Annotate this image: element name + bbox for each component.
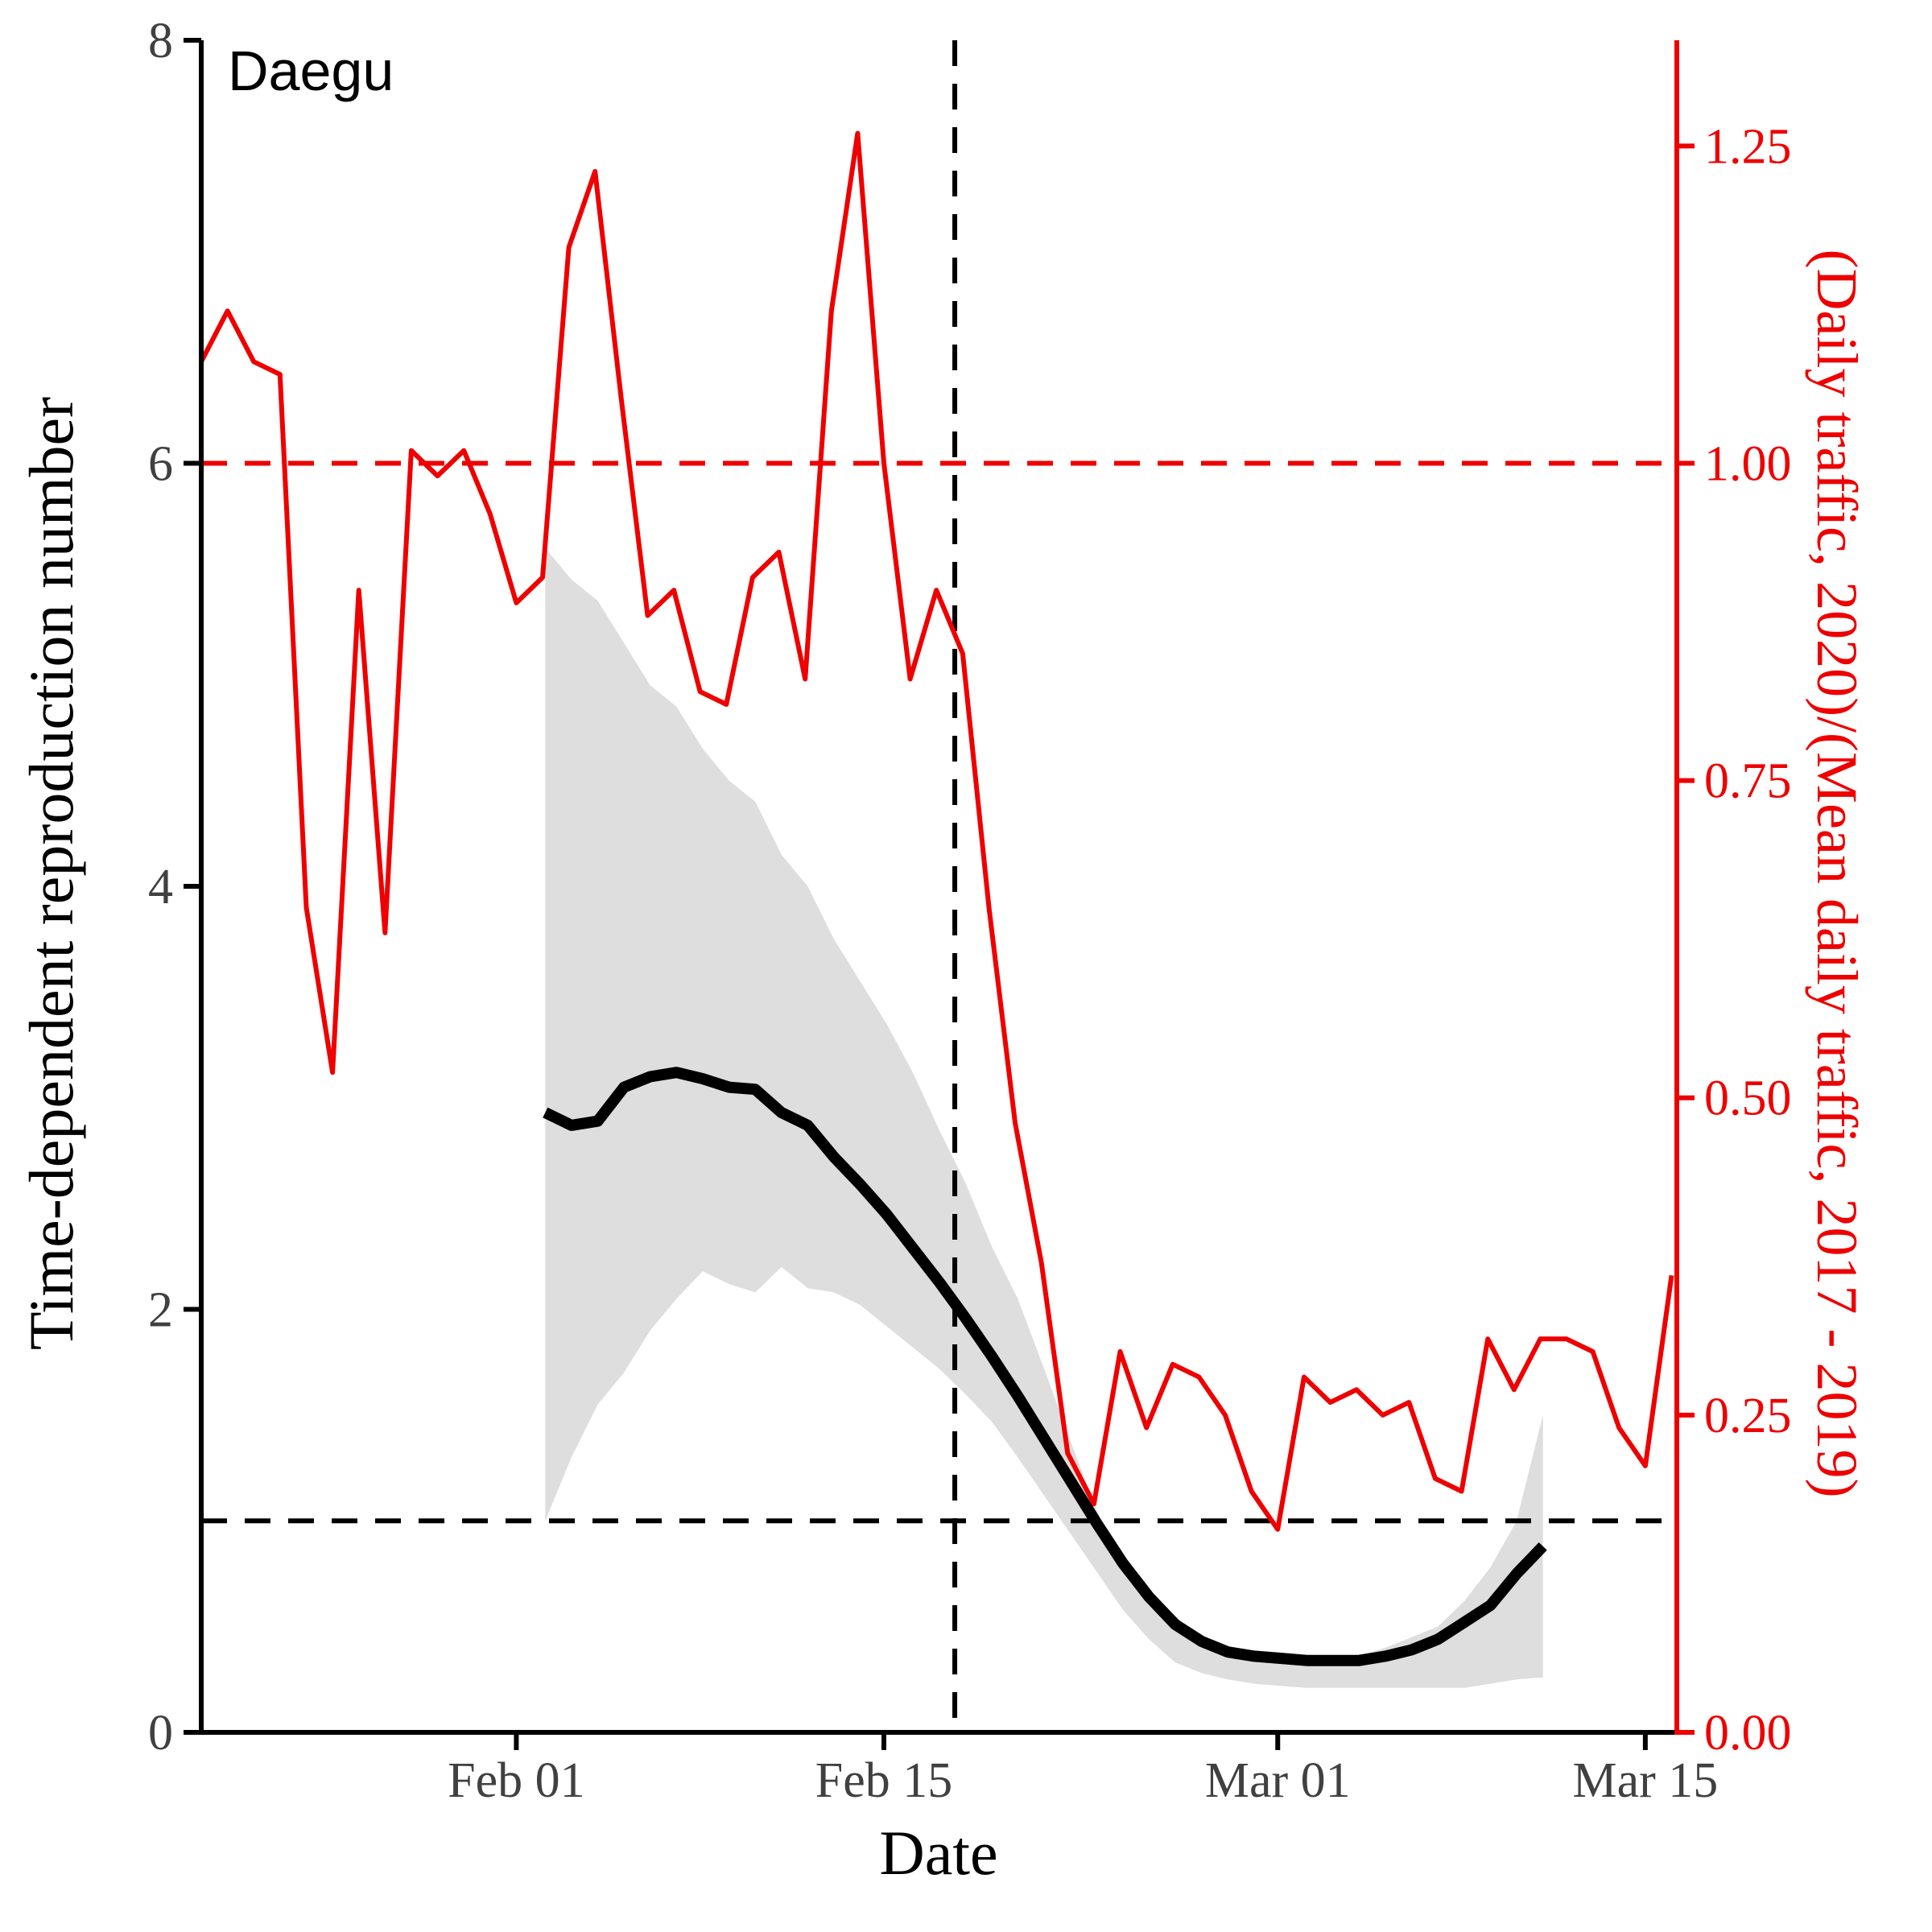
x-tick-label: Feb 01 [448, 1753, 585, 1808]
panel-label: Daegu [228, 39, 394, 102]
y-right-tick-label: 0.75 [1704, 754, 1792, 809]
x-tick-label: Mar 01 [1205, 1753, 1351, 1808]
traffic-series-line [199, 130, 1674, 1532]
y-axis-title-left: Time-dependent reproduction number [16, 397, 86, 1350]
y-right-tick-label: 1.00 [1704, 436, 1792, 491]
y-left-tick-label: 4 [148, 860, 173, 914]
y-right-tick-label: 1.25 [1704, 119, 1792, 174]
x-axis-title: Date [879, 1818, 997, 1888]
y-left-tick-label: 6 [148, 437, 173, 492]
y-axis-title-right: (Daily traffic, 2020)/(Mean daily traffi… [1805, 250, 1869, 1498]
y-left-tick-label: 2 [148, 1283, 173, 1338]
y-right-tick-label: 0.00 [1704, 1706, 1792, 1761]
y-right-tick-label: 0.25 [1704, 1389, 1792, 1443]
x-tick-label: Feb 15 [815, 1753, 953, 1808]
x-tick-label: Mar 15 [1572, 1753, 1718, 1808]
y-left-tick-label: 0 [148, 1706, 173, 1761]
y-right-tick-label: 0.50 [1704, 1071, 1792, 1126]
rt-series-line [543, 1067, 1547, 1666]
rt-confidence-band [545, 547, 1543, 1688]
plot-area: 0 2 4 6 8 0.00 0.25 0.50 0.75 1.00 1.25 Feb 01 Feb 1… [148, 14, 1792, 1808]
y-left-tick-label: 8 [148, 14, 173, 68]
